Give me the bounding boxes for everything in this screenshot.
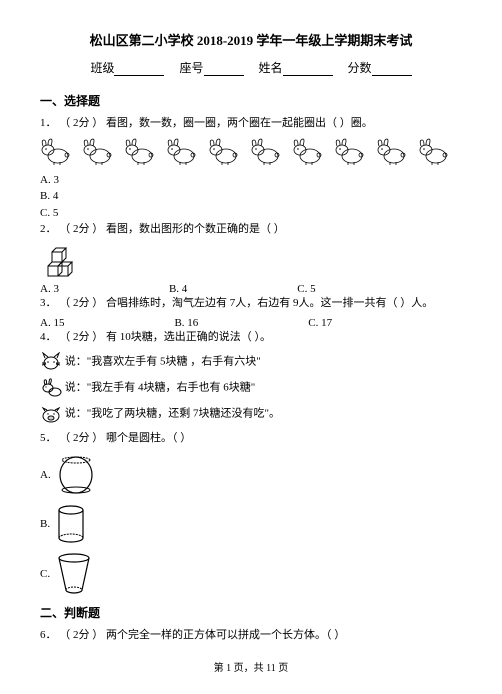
q1-opt-a: A. 3 [40,172,462,189]
q1-text: 看图，数一数，圈一圈，两个圈在一起能圈出（ ）圈。 [106,117,373,129]
q5-opt-b-label: B. [40,518,50,530]
q4-line1: 说："我喜欢左手有 5块糖 ，右手有六块" [40,352,462,372]
q3-num: 3． [40,297,57,309]
q5-option-c: C. [40,552,462,596]
q5-option-a: A. [40,454,462,496]
q2-num: 2． [40,223,57,235]
name-label: 姓名 [259,61,283,75]
q6-text: 两个完全一样的正方体可以拼成一个长方体。（ ） [106,629,345,641]
q5-num: 5． [40,432,57,444]
q4-line3: 说："我吃了两块糖，还剩 7块糖还没有吃"。 [40,404,462,424]
q2-opt-b: B. 4 [169,283,187,295]
q4-num: 4． [40,331,57,343]
q3-options: A. 15 B. 16 C. 17 [40,317,462,329]
q3-pts: （ 2分 ） [59,297,103,309]
cubes-image [40,244,80,283]
q1-opt-c: C. 5 [40,205,462,222]
seat-label: 座号 [179,61,203,75]
q4-pts: （ 2分 ） [59,331,103,343]
q3-text: 合唱排练时，淘气左边有 7人，右边有 9人。这一排一共有（ ）人。 [106,297,433,309]
q2-pts: （ 2分 ） [59,223,103,235]
q2-text: 看图，数出图形的个数正确的是（ ） [106,223,285,235]
q5-opt-a-label: A. [40,469,51,481]
cylinder-icon [56,504,86,544]
q2-opt-c: C. 5 [297,283,315,295]
question-2: 2． （ 2分 ） 看图，数出图形的个数正确的是（ ） [40,221,462,238]
rabbit-icon [40,378,62,398]
section-2-heading: 二、判断题 [40,604,462,621]
q5-text: 哪个是圆柱。（ ） [106,432,191,444]
q1-num: 1． [40,117,57,129]
q6-num: 6． [40,629,57,641]
q4-line1-text: 说："我喜欢左手有 5块糖 ，右手有六块" [65,355,261,367]
question-6: 6． （ 2分 ） 两个完全一样的正方体可以拼成一个长方体。（ ） [40,627,462,644]
rabbit-images [40,138,462,168]
class-label: 班级 [90,61,114,75]
exam-title: 松山区第二小学校 2018-2019 学年一年级上学期期末考试 [40,30,462,49]
q3-opt-a: A. 15 [40,317,64,329]
q4-line2: 说："我左手有 4块糖，右手也有 6块糖" [40,378,462,398]
q3-opt-c: C. 17 [308,317,332,329]
frustum-icon [56,552,92,596]
q3-opt-b: B. 16 [174,317,198,329]
q4-line2-text: 说："我左手有 4块糖，右手也有 6块糖" [65,381,255,393]
question-5: 5． （ 2分 ） 哪个是圆柱。（ ） [40,430,462,447]
question-3: 3． （ 2分 ） 合唱排练时，淘气左边有 7人，右边有 9人。这一排一共有（ … [40,295,462,312]
pig-icon [40,404,62,424]
q5-pts: （ 2分 ） [59,432,103,444]
page-footer: 第 1 页，共 11 页 [0,659,502,674]
cat-icon [40,352,62,372]
q5-option-b: B. [40,504,462,544]
q5-opt-c-label: C. [40,568,50,580]
question-1: 1． （ 2分 ） 看图，数一数，圈一圈，两个圈在一起能圈出（ ）圈。 [40,115,462,132]
sphere-icon [57,454,95,496]
student-info-line: 班级 座号 姓名 分数 [40,59,462,76]
q4-line3-text: 说："我吃了两块糖，还剩 7块糖还没有吃"。 [65,407,280,419]
section-1-heading: 一、选择题 [40,92,462,109]
q1-pts: （ 2分 ） [59,117,103,129]
q1-options: A. 3 B. 4 C. 5 [40,172,462,222]
question-4: 4． （ 2分 ） 有 10块糖，选出正确的说法（ ）。 [40,329,462,346]
q6-pts: （ 2分 ） [59,629,103,641]
score-label: 分数 [348,61,372,75]
q4-text: 有 10块糖，选出正确的说法（ ）。 [106,331,271,343]
q1-opt-b: B. 4 [40,188,462,205]
q2-options: A. 3 B. 4 C. 5 [40,283,462,295]
q2-opt-a: A. 3 [40,283,59,295]
